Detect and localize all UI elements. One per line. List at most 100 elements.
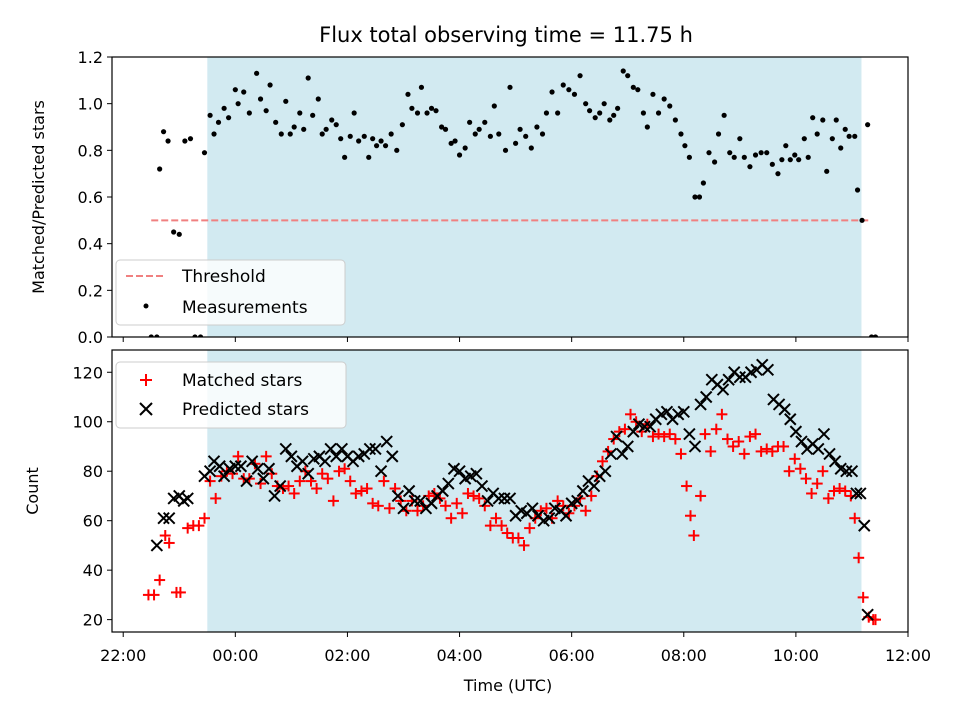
- matched-point: [210, 492, 222, 504]
- measurement-point: [305, 75, 311, 81]
- matched-point: [535, 505, 547, 517]
- matched-point: [580, 505, 592, 517]
- y-tick-label: 0.2: [78, 281, 103, 300]
- matched-point: [473, 492, 485, 504]
- predicted-point: [858, 519, 871, 532]
- matched-point: [283, 480, 295, 492]
- matched-point: [148, 589, 160, 601]
- measurement-point: [775, 171, 781, 177]
- predicted-point: [442, 477, 455, 490]
- measurement-point: [148, 334, 154, 337]
- measurement-point: [263, 108, 269, 114]
- matched-point: [355, 485, 367, 497]
- measurement-point: [221, 105, 227, 111]
- predicted-point: [380, 435, 393, 448]
- measurement-point: [846, 133, 852, 139]
- measurement-point: [482, 119, 488, 125]
- measurement-point: [842, 126, 848, 132]
- measurement-point: [549, 89, 555, 95]
- predicted-point: [414, 494, 427, 508]
- measurement-point: [428, 105, 435, 111]
- predicted-point: [425, 497, 438, 510]
- matched-point: [613, 426, 625, 438]
- measurement-point: [523, 133, 529, 139]
- matched-point: [716, 408, 728, 420]
- matched-point: [501, 527, 513, 539]
- matched-point: [789, 453, 801, 465]
- measurement-point: [347, 133, 353, 139]
- measurement-point: [338, 136, 344, 142]
- matched-point: [518, 539, 530, 551]
- measurement-point: [452, 138, 458, 144]
- predicted-point: [273, 479, 287, 493]
- measurement-point: [737, 136, 743, 142]
- matched-legend-swatch: [140, 374, 152, 386]
- measurement-point: [852, 133, 858, 139]
- predicted-point: [234, 460, 248, 473]
- measurement-point: [833, 117, 839, 123]
- predicted-point: [854, 487, 867, 500]
- matched-point: [750, 428, 762, 440]
- measurement-point: [273, 119, 279, 125]
- predicted-point: [257, 472, 270, 485]
- matched-point: [367, 497, 379, 509]
- measurement-point: [560, 82, 566, 88]
- measurement-point: [854, 187, 861, 193]
- y-tick-label: 1.2: [78, 48, 103, 67]
- measurement-point: [625, 73, 631, 79]
- matched-point: [232, 450, 244, 462]
- measurement-point: [868, 334, 875, 337]
- predicted-point: [229, 460, 242, 473]
- measurement-point: [814, 131, 820, 137]
- matched-point: [490, 512, 502, 524]
- predicted-point: [397, 502, 410, 515]
- matched-point: [163, 537, 175, 549]
- measurement-point: [257, 96, 264, 102]
- measurement-point: [502, 147, 509, 153]
- measurement-point: [555, 110, 561, 116]
- x-tick-label: 10:00: [773, 646, 819, 665]
- measurement-point: [424, 110, 430, 116]
- measurement-point: [165, 138, 171, 144]
- measurement-point: [329, 117, 335, 123]
- matched-point: [710, 423, 722, 435]
- matched-point: [154, 574, 166, 586]
- measurement-point: [801, 136, 807, 142]
- predicted-point: [722, 373, 735, 386]
- measurement-point: [356, 138, 362, 144]
- matched-point: [468, 490, 480, 502]
- predicted-point: [761, 363, 775, 376]
- measurement-point: [805, 154, 811, 160]
- predicted-point: [812, 442, 825, 456]
- predicted-point: [335, 442, 349, 456]
- measurement-point: [543, 110, 550, 116]
- measurement-point: [692, 194, 698, 200]
- matched-point: [378, 475, 390, 487]
- measurement-point: [566, 87, 572, 93]
- measurement-point: [496, 131, 502, 137]
- measurement-point: [796, 157, 802, 163]
- top-legend-frame: [115, 259, 346, 326]
- measurement-point: [448, 140, 454, 146]
- predicted-point: [481, 494, 494, 508]
- x-tick-label: 04:00: [436, 646, 482, 665]
- matched-point: [853, 552, 865, 564]
- measurement-point: [283, 98, 289, 104]
- measurement-point: [333, 122, 339, 128]
- plot-area: [148, 68, 879, 337]
- y-tick-label: 60: [83, 512, 103, 531]
- predicted-point: [677, 405, 690, 419]
- measurement-point: [587, 108, 593, 114]
- bottom-panel: 20 40 60 80 100 120 Matched stars Predicted s…: [72, 349, 931, 665]
- measurement-point: [517, 126, 523, 132]
- matched-point: [479, 500, 491, 512]
- matched-point: [540, 502, 552, 514]
- predicted-point: [559, 509, 573, 522]
- matched-point: [721, 433, 733, 445]
- measurement-point: [399, 122, 405, 128]
- matched-point: [849, 512, 861, 524]
- measurement-point: [297, 110, 303, 116]
- measurement-point: [267, 82, 273, 88]
- measurement-point: [706, 150, 712, 156]
